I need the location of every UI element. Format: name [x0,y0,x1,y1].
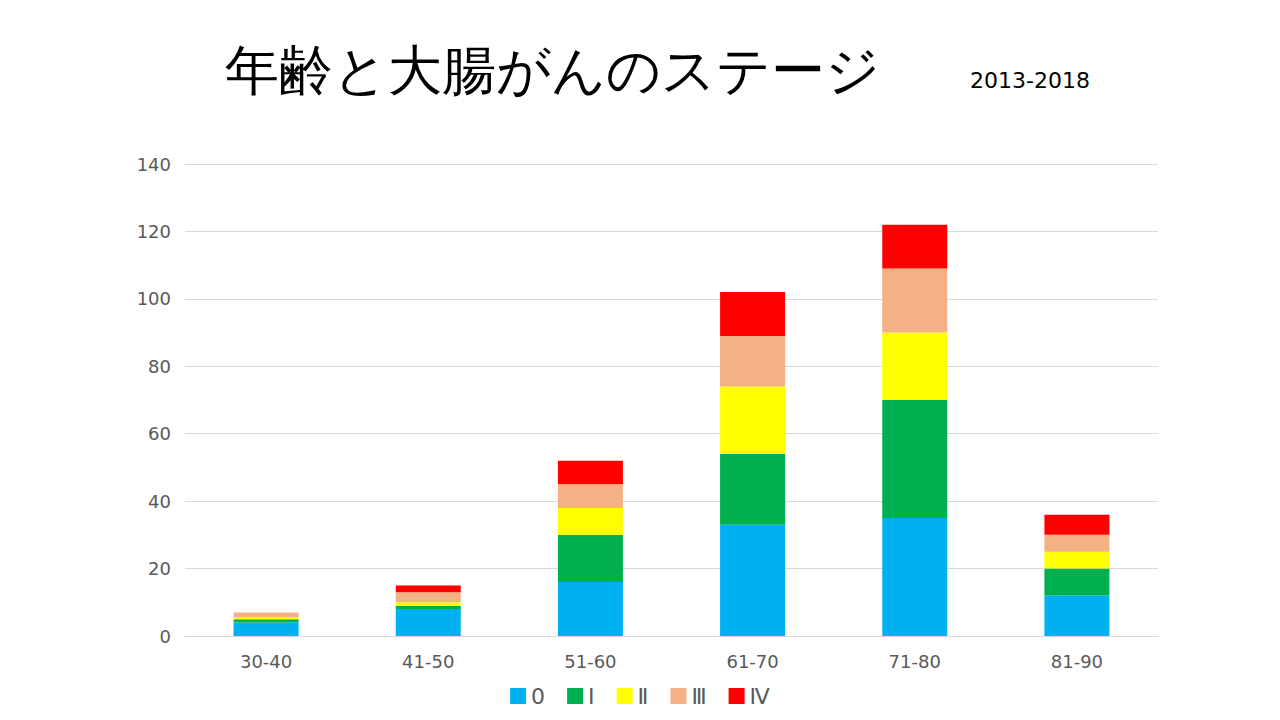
svg-text:0: 0 [160,626,171,647]
svg-text:Ⅰ: Ⅰ [588,684,595,709]
svg-text:20: 20 [148,558,171,579]
svg-text:60: 60 [148,423,171,444]
svg-text:120: 120 [137,221,171,242]
svg-text:30-40: 30-40 [240,651,292,672]
svg-text:2013-2018: 2013-2018 [970,68,1090,93]
svg-text:81-90: 81-90 [1051,651,1103,672]
svg-text:Ⅳ: Ⅳ [750,684,771,709]
svg-text:Ⅲ: Ⅲ [691,684,706,709]
svg-text:140: 140 [137,154,171,175]
svg-text:100: 100 [137,288,171,309]
svg-text:41-50: 41-50 [402,651,454,672]
svg-text:51-60: 51-60 [564,651,616,672]
svg-text:40: 40 [148,491,171,512]
svg-text:年齢と大腸がんのステージ: 年齢と大腸がんのステージ [225,39,880,102]
svg-text:Ⅱ: Ⅱ [638,684,649,709]
svg-text:0: 0 [531,684,545,709]
svg-text:61-70: 61-70 [726,651,778,672]
svg-text:80: 80 [148,356,171,377]
svg-text:71-80: 71-80 [889,651,941,672]
